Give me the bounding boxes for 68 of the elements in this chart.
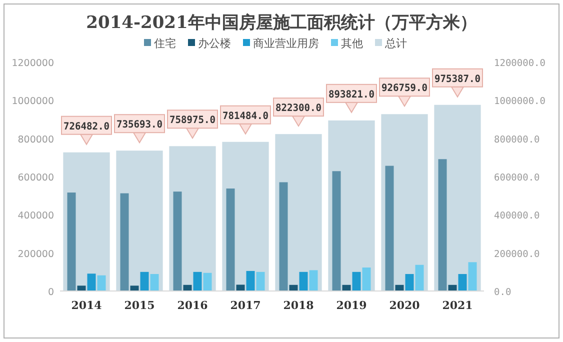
y2-tick-label: 200000.0	[494, 248, 540, 260]
bar	[97, 275, 106, 291]
bar	[87, 274, 96, 291]
y-tick-label: 1000000	[12, 96, 54, 108]
data-label: 758975.0	[170, 115, 218, 126]
bar	[352, 272, 361, 291]
bar	[256, 272, 265, 291]
x-tick-label: 2017	[230, 299, 261, 312]
data-label: 735693.0	[116, 120, 165, 131]
bar	[150, 274, 159, 291]
bar	[120, 193, 129, 291]
legend-label: 住宅	[154, 37, 176, 50]
y2-tick-label: 0.0	[494, 287, 512, 298]
bar	[67, 192, 76, 291]
bar	[458, 274, 467, 291]
y-tick-label: 800000	[18, 134, 54, 146]
bar	[385, 166, 394, 291]
legend-label: 总计	[384, 37, 407, 50]
bar	[342, 284, 351, 291]
data-label: 893821.0	[328, 89, 377, 100]
x-tick-label: 2021	[442, 299, 473, 312]
bar	[395, 284, 404, 291]
x-tick-label: 2020	[389, 299, 420, 312]
bar	[183, 284, 192, 291]
bar	[405, 274, 414, 291]
y-tick-label: 400000	[18, 210, 54, 222]
y-tick-label: 0	[48, 287, 54, 298]
bar	[173, 192, 182, 291]
y2-tick-label: 600000.0	[494, 172, 540, 184]
bar	[77, 286, 86, 291]
x-tick-label: 2016	[177, 299, 208, 312]
bar	[415, 264, 424, 291]
data-label: 975387.0	[434, 74, 483, 85]
y-tick-label: 200000	[18, 248, 54, 260]
legend-label: 商业营业用房	[253, 37, 319, 50]
x-tick-label: 2014	[71, 299, 102, 312]
bar	[140, 272, 149, 291]
y2-tick-label: 800000.0	[494, 134, 540, 146]
y2-tick-label: 1000000.0	[494, 96, 546, 108]
bar	[226, 188, 235, 291]
bar	[309, 270, 318, 291]
bar	[246, 270, 255, 291]
data-label: 781484.0	[222, 110, 271, 122]
bar	[438, 159, 447, 291]
legend-label: 办公楼	[198, 37, 231, 50]
bar	[468, 262, 477, 291]
data-label: 926759.0	[382, 83, 430, 94]
bar	[289, 284, 298, 291]
bar	[299, 272, 308, 291]
data-label: 822300.0	[276, 103, 324, 114]
y2-tick-label: 400000.0	[494, 210, 540, 222]
bar	[332, 171, 341, 291]
bar	[203, 272, 212, 291]
bar	[130, 286, 139, 291]
x-tick-label: 2019	[336, 299, 367, 312]
x-tick-label: 2018	[283, 299, 314, 312]
bar	[279, 182, 288, 291]
bar	[236, 284, 245, 291]
data-label: 726482.0	[64, 121, 112, 132]
y2-tick-label: 1200000.0	[494, 58, 546, 69]
bar	[448, 284, 457, 291]
bar	[362, 268, 371, 291]
chart-title: 2014-2021年中国房屋施工面积统计（万平方米）	[86, 13, 477, 33]
y-tick-label: 1200000	[12, 58, 54, 69]
x-tick-label: 2015	[124, 299, 155, 312]
bar	[193, 272, 202, 291]
legend-label: 其他	[341, 37, 363, 50]
y-tick-label: 600000	[18, 172, 54, 184]
